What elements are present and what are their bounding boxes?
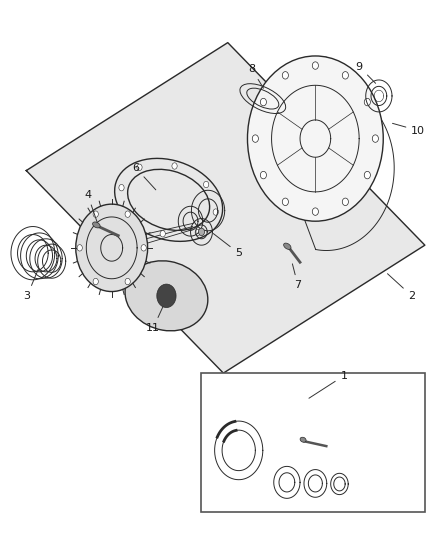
Circle shape [260, 172, 266, 179]
Text: 6: 6 [132, 163, 156, 190]
Circle shape [195, 229, 201, 236]
Circle shape [312, 62, 318, 69]
Circle shape [252, 135, 258, 142]
Circle shape [93, 211, 99, 217]
Circle shape [364, 172, 371, 179]
Circle shape [125, 211, 131, 217]
Text: 5: 5 [213, 233, 242, 258]
Circle shape [128, 212, 134, 219]
Circle shape [160, 231, 165, 237]
Text: 11: 11 [146, 306, 163, 333]
Circle shape [282, 198, 288, 206]
Circle shape [312, 208, 318, 215]
Polygon shape [26, 43, 425, 373]
Circle shape [343, 198, 349, 206]
Circle shape [125, 278, 131, 285]
Ellipse shape [284, 243, 291, 249]
Circle shape [93, 278, 98, 285]
Circle shape [247, 56, 383, 221]
Ellipse shape [125, 261, 208, 331]
Circle shape [364, 98, 371, 106]
Circle shape [198, 228, 205, 236]
Circle shape [372, 135, 378, 142]
Circle shape [157, 284, 176, 308]
Text: 4: 4 [84, 190, 97, 222]
Ellipse shape [300, 437, 306, 442]
Circle shape [137, 164, 142, 171]
Text: 3: 3 [24, 269, 39, 301]
Circle shape [76, 204, 148, 292]
Text: 8: 8 [248, 64, 264, 88]
Bar [201, 373, 425, 512]
Circle shape [343, 71, 349, 79]
Circle shape [172, 163, 177, 169]
Circle shape [141, 245, 146, 251]
Circle shape [282, 71, 288, 79]
Ellipse shape [92, 222, 100, 228]
Circle shape [77, 245, 82, 251]
Circle shape [119, 184, 124, 191]
Circle shape [204, 181, 209, 188]
Text: 9: 9 [356, 62, 376, 83]
Text: 7: 7 [293, 264, 301, 290]
Text: 2: 2 [388, 274, 415, 301]
Circle shape [260, 98, 266, 106]
Text: 1: 1 [309, 371, 347, 398]
Circle shape [213, 209, 219, 215]
Text: 10: 10 [392, 123, 425, 135]
